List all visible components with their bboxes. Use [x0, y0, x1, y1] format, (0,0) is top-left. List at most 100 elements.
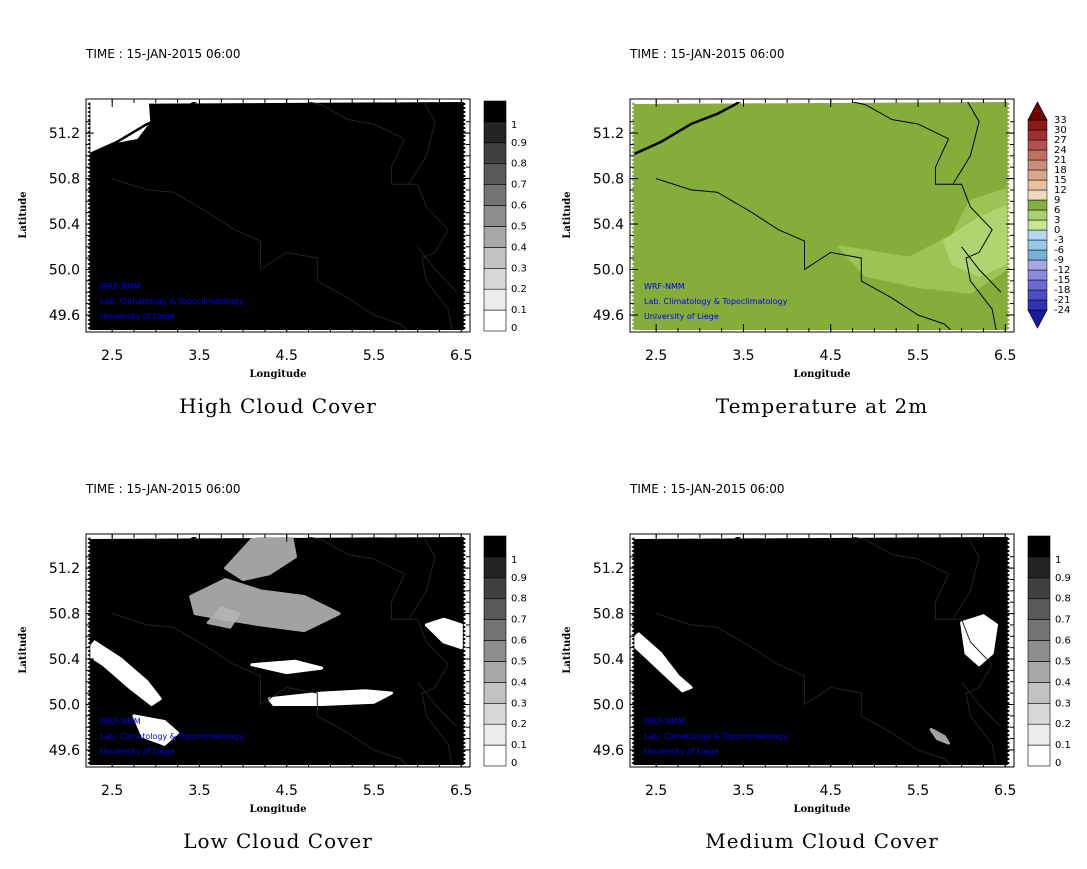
y-tick-label: 50.0	[593, 697, 624, 713]
colorbar-swatch	[1027, 289, 1048, 301]
panel-medium: TIME : 15-JAN-2015 06:00 2.5 3.5 4.5 5.5 6.5 4…	[562, 482, 1071, 853]
colorbar-label: 0.3	[511, 698, 527, 709]
credit-line: Lab. Climatology & Topoclimatology	[644, 732, 788, 741]
colorbar-swatch	[1027, 269, 1048, 281]
colorbar-label: 0	[511, 758, 517, 769]
x-tick-label: 3.5	[188, 783, 210, 799]
x-tick-label: 4.5	[276, 348, 298, 364]
colorbar-swatch	[483, 535, 507, 558]
colorbar-label: 33	[1054, 115, 1067, 126]
x-tick-label: 5.5	[363, 348, 385, 364]
x-tick-label: 6.5	[994, 783, 1016, 799]
colorbar-label: 0.6	[511, 636, 527, 647]
border-0	[656, 613, 952, 765]
colorbar-swatch	[1027, 219, 1048, 231]
colorbar-label: 0.6	[1055, 636, 1071, 647]
border-2	[952, 102, 980, 185]
colorbar-swatch	[1027, 299, 1048, 311]
coastline	[634, 537, 742, 591]
coastline	[90, 102, 198, 156]
colorbar-label: 1	[511, 120, 517, 131]
colorbar-label: 0.9	[511, 138, 527, 149]
colorbar-swatch	[1027, 640, 1051, 662]
colorbar-label: 0.1	[511, 305, 527, 316]
colorbar-label: 0.9	[1055, 573, 1071, 584]
colorbar-swatch	[1027, 199, 1048, 211]
data-field	[87, 102, 467, 330]
panel-title: Medium Cloud Cover	[705, 829, 939, 853]
credit-line: WRF-NMM	[100, 717, 141, 726]
colorbar-swatch	[1027, 598, 1051, 620]
colorbar-swatch	[1027, 239, 1048, 251]
colorbar: 0 0.1 0.2 0.3 0.4 0.5 0.6 0.7 0.8 0.9 1	[483, 535, 527, 769]
x-tick-label: 2.5	[645, 348, 667, 364]
x-tick-label: 3.5	[732, 348, 754, 364]
coastline	[634, 102, 742, 156]
panel-title: Temperature at 2m	[716, 394, 928, 418]
plot-frame	[629, 98, 1015, 333]
colorbar-swatch	[1027, 209, 1048, 221]
y-tick-label: 50.0	[49, 262, 80, 278]
x-tick-label: 3.5	[732, 783, 754, 799]
colorbar-label: -9	[1054, 255, 1064, 266]
y-tick-label: 50.4	[593, 652, 624, 668]
plot-frame	[85, 533, 471, 768]
colorbar-swatch	[1027, 129, 1048, 141]
colorbar-label: 0.1	[511, 740, 527, 751]
colorbar-label: -3	[1054, 235, 1064, 246]
colorbar-swatch	[483, 723, 507, 746]
colorbar-swatch	[1027, 556, 1051, 579]
colorbar-swatch	[1027, 682, 1051, 704]
colorbar-swatch	[1027, 702, 1051, 725]
colorbar-label: 0.2	[511, 719, 527, 730]
colorbar-swatch	[483, 702, 507, 725]
colorbar-swatch	[483, 226, 507, 248]
colorbar-label: 0.8	[511, 159, 527, 170]
colorbar-swatch	[483, 184, 507, 206]
colorbar-label: -21	[1054, 295, 1070, 306]
colorbar-label: 24	[1054, 145, 1067, 156]
colorbar-swatch	[483, 309, 507, 332]
y-tick-label: 50.4	[49, 217, 80, 233]
colorbar: 0 0.1 0.2 0.3 0.4 0.5 0.6 0.7 0.8 0.9 1	[1027, 535, 1071, 769]
credit-line: WRF-NMM	[644, 282, 685, 291]
colorbar-label: 0.8	[511, 594, 527, 605]
y-tick-label: 50.8	[49, 172, 80, 188]
colorbar-label: 0	[1055, 758, 1061, 769]
feature-1	[132, 714, 180, 746]
colorbar-label: 0.4	[511, 242, 527, 253]
colorbar-swatch	[1027, 229, 1048, 241]
y-tick-label: 51.2	[49, 126, 80, 142]
feature-7	[206, 606, 241, 629]
credit-line: University of Liege	[644, 312, 719, 321]
credit-line: Lab. Climatology & Topoclimatology	[644, 297, 788, 306]
colorbar-label: 1	[1055, 555, 1061, 566]
colorbar-swatch	[483, 163, 507, 185]
y-tick-label: 49.6	[49, 743, 80, 759]
x-tick-label: 4.5	[276, 783, 298, 799]
feature-3	[224, 537, 297, 581]
colorbar-label: -15	[1054, 275, 1070, 286]
colorbar-swatch	[483, 142, 507, 165]
y-tick-label: 49.6	[593, 743, 624, 759]
x-axis-label: Longitude	[249, 804, 306, 815]
x-tick-label: 2.5	[645, 783, 667, 799]
colorbar-arrow-high	[1027, 101, 1048, 121]
x-tick-label: 5.5	[363, 783, 385, 799]
border-2	[408, 102, 436, 185]
colorbar-label: 0.5	[511, 656, 527, 667]
y-tick-label: 50.8	[593, 172, 624, 188]
time-label: TIME : 15-JAN-2015 06:00	[85, 47, 241, 61]
colorbar-swatch	[1027, 619, 1051, 641]
x-tick-label: 6.5	[450, 783, 472, 799]
y-tick-label: 49.6	[593, 308, 624, 324]
plot-frame	[629, 533, 1015, 768]
colorbar-label: 0.8	[1055, 594, 1071, 605]
colorbar-label: 27	[1054, 135, 1067, 146]
feature-4	[267, 689, 393, 706]
colorbar-label: 0.5	[1055, 656, 1071, 667]
plot-frame	[85, 98, 471, 333]
y-tick-label: 50.8	[593, 607, 624, 623]
y-axis-label: Latitude	[18, 626, 29, 673]
